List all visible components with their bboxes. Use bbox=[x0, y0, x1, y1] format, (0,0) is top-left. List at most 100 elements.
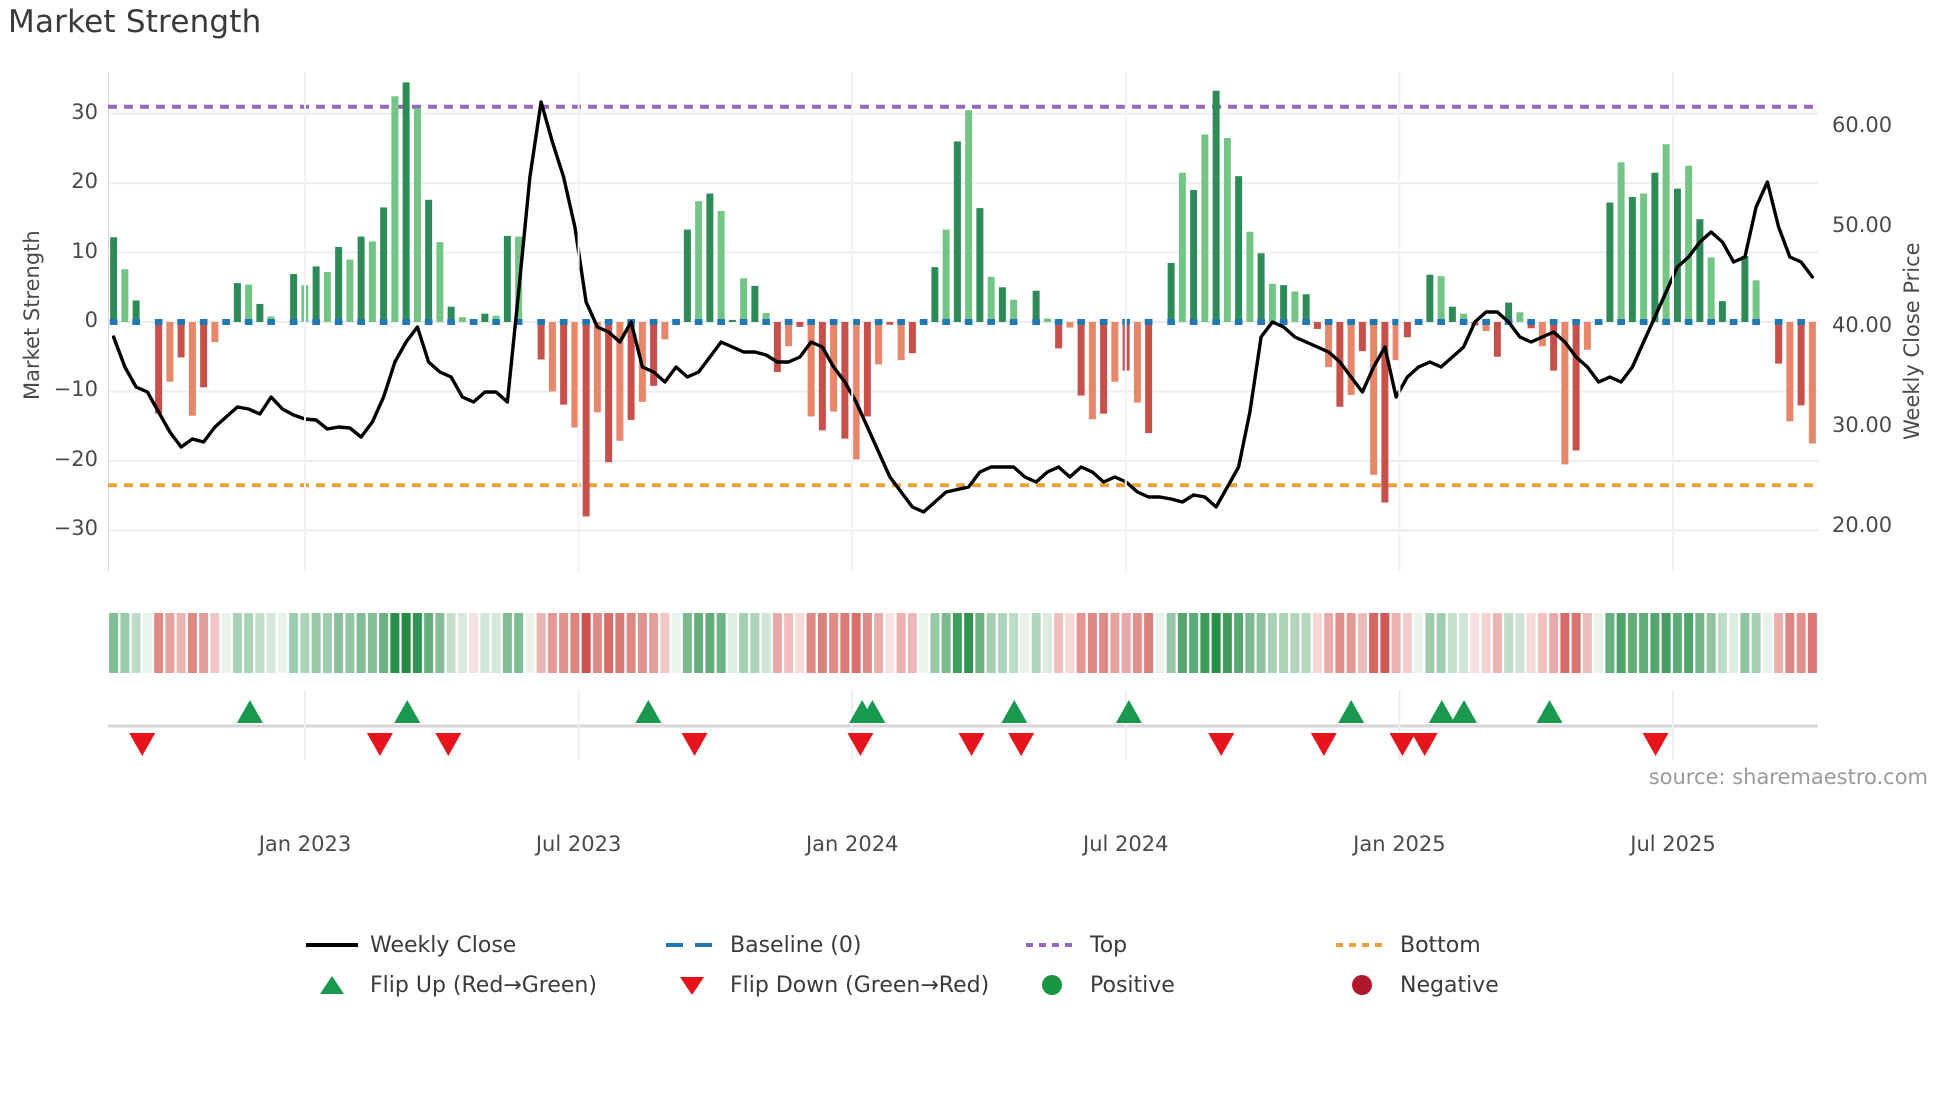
heat-cell bbox=[1526, 613, 1536, 673]
heat-cell bbox=[1515, 613, 1525, 673]
heat-cell bbox=[615, 613, 625, 673]
heat-cell bbox=[975, 613, 985, 673]
strength-bar bbox=[1223, 137, 1231, 322]
strength-bar bbox=[1718, 301, 1726, 322]
strength-bar bbox=[605, 322, 613, 463]
dotted-line-icon bbox=[1020, 932, 1084, 958]
strength-bar bbox=[380, 207, 388, 322]
y-tick-left: 30 bbox=[71, 99, 98, 124]
main-plot-area bbox=[108, 72, 1818, 572]
strength-bar bbox=[1313, 322, 1321, 329]
legend-item[interactable]: Baseline (0) bbox=[660, 932, 1020, 958]
heat-cell bbox=[1132, 613, 1142, 673]
strength-bar bbox=[627, 322, 635, 420]
legend-item[interactable]: Negative bbox=[1330, 972, 1630, 998]
heat-cell bbox=[1447, 613, 1457, 673]
strength-bar bbox=[200, 322, 208, 388]
legend-item[interactable]: Top bbox=[1020, 932, 1330, 958]
strength-bar bbox=[863, 322, 871, 417]
strength-bar bbox=[852, 322, 860, 460]
y-tick-right: 40.00 bbox=[1832, 313, 1893, 337]
heat-cell bbox=[1684, 613, 1694, 673]
flip-up-marker bbox=[1338, 700, 1365, 723]
strength-bar bbox=[1246, 231, 1254, 322]
heat-cell bbox=[874, 613, 884, 673]
heat-cell bbox=[1459, 613, 1469, 673]
heat-cell bbox=[401, 613, 411, 673]
strength-bar bbox=[1111, 322, 1119, 382]
heat-cell bbox=[716, 613, 726, 673]
strength-bar bbox=[1685, 165, 1693, 322]
heat-cell bbox=[1267, 613, 1277, 673]
heat-cell bbox=[1144, 613, 1154, 673]
strength-bar bbox=[1392, 322, 1400, 361]
strength-bar bbox=[818, 322, 826, 431]
heat-cell bbox=[784, 613, 794, 673]
heat-cell bbox=[1672, 613, 1682, 673]
legend-label: Negative bbox=[1400, 972, 1499, 998]
heat-cell bbox=[1661, 613, 1671, 673]
strength-bar bbox=[166, 322, 174, 382]
flip-up-marker bbox=[236, 700, 263, 723]
heat-cell bbox=[1177, 613, 1187, 673]
strength-bar bbox=[1133, 322, 1141, 403]
heat-cell bbox=[1537, 613, 1547, 673]
strength-bar bbox=[875, 322, 883, 365]
flip-down-marker bbox=[1208, 733, 1235, 756]
strength-bar bbox=[1145, 322, 1153, 434]
strength-bar bbox=[1786, 322, 1794, 422]
strength-bar bbox=[290, 274, 298, 322]
legend-label: Baseline (0) bbox=[730, 932, 862, 958]
heat-cell bbox=[345, 613, 355, 673]
circle-icon bbox=[1020, 972, 1084, 998]
dashed-line-icon bbox=[660, 932, 724, 958]
y-tick-left: 0 bbox=[84, 308, 98, 332]
strength-bar bbox=[155, 322, 163, 414]
strength-bar bbox=[1235, 176, 1243, 322]
heat-cell bbox=[536, 613, 546, 673]
strength-bar bbox=[717, 210, 725, 322]
heat-cell bbox=[592, 613, 602, 673]
strength-bar bbox=[1280, 285, 1288, 322]
strength-bar bbox=[1291, 291, 1299, 322]
strength-bar bbox=[335, 247, 343, 322]
strength-bar bbox=[740, 278, 748, 322]
strength-bar bbox=[886, 322, 894, 325]
source-note: source: sharemaestro.com bbox=[1648, 765, 1928, 789]
heat-cell bbox=[1301, 613, 1311, 673]
strength-bar bbox=[706, 193, 714, 322]
heat-cell bbox=[379, 613, 389, 673]
strength-bar bbox=[1628, 197, 1636, 322]
heat-cell bbox=[1009, 613, 1019, 673]
heat-cell bbox=[502, 613, 512, 673]
strength-bar bbox=[256, 303, 264, 322]
heat-cell bbox=[109, 613, 119, 673]
heat-cell bbox=[1200, 613, 1210, 673]
heat-cell bbox=[1594, 613, 1604, 673]
legend-item[interactable]: Flip Down (Green→Red) bbox=[660, 972, 1020, 998]
flip-up-marker bbox=[1428, 700, 1455, 723]
heat-cell bbox=[1650, 613, 1660, 673]
heat-cell bbox=[131, 613, 141, 673]
heat-strip-svg bbox=[109, 613, 1817, 673]
strength-bar bbox=[571, 322, 579, 428]
heat-cell bbox=[1492, 613, 1502, 673]
strength-bar bbox=[312, 266, 320, 322]
triangle-up-icon bbox=[300, 972, 364, 998]
legend-item[interactable]: Weekly Close bbox=[300, 932, 660, 958]
y-tick-left: −30 bbox=[53, 516, 98, 541]
legend-item[interactable]: Flip Up (Red→Green) bbox=[300, 972, 660, 998]
legend-item[interactable]: Bottom bbox=[1330, 932, 1630, 958]
strength-bar bbox=[1077, 322, 1085, 396]
heat-cell bbox=[727, 613, 737, 673]
strength-bar bbox=[1797, 322, 1805, 406]
heat-cell bbox=[907, 613, 917, 673]
heat-cell bbox=[266, 613, 276, 673]
strength-bar bbox=[650, 322, 658, 386]
legend-item[interactable]: Positive bbox=[1020, 972, 1330, 998]
heat-cell bbox=[930, 613, 940, 673]
heat-cell bbox=[480, 613, 490, 673]
chart-legend: Weekly Close Baseline (0) Top Bottom Flip U… bbox=[300, 925, 1660, 1035]
strength-bar bbox=[1167, 262, 1175, 322]
circle-icon bbox=[1330, 972, 1394, 998]
